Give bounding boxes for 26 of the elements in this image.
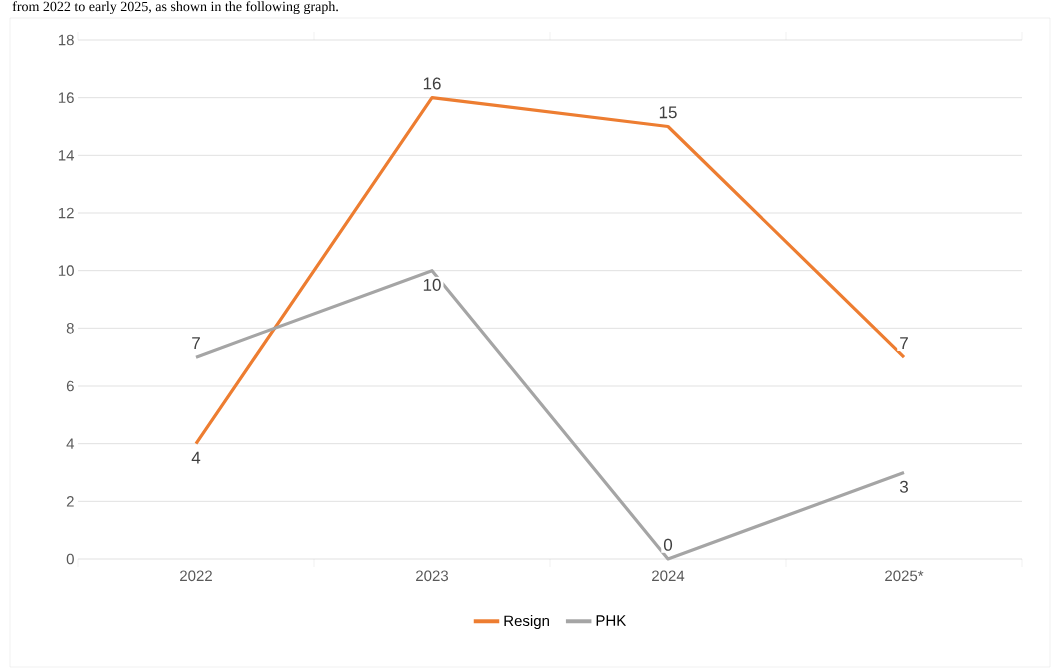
y-tick-label: 4 xyxy=(66,438,75,449)
line-series xyxy=(194,96,906,446)
data-label: 16 xyxy=(423,77,441,90)
data-label: 15 xyxy=(659,106,677,119)
y-tick-label: 14 xyxy=(58,150,75,161)
data-label: 7 xyxy=(192,337,200,349)
x-tick-label: 2022 xyxy=(180,570,212,582)
legend-label: Resign xyxy=(504,615,549,630)
y-tick-label: 6 xyxy=(66,380,74,392)
y-tick-label: 12 xyxy=(58,207,74,219)
data-label: 10 xyxy=(423,278,441,291)
text: from 2022 to early 2025, as shown in the following graph. xyxy=(12,1,338,15)
legend-label: PHK xyxy=(596,615,627,626)
y-tick-label: 10 xyxy=(58,265,74,276)
y-tick-label: 2 xyxy=(66,496,74,507)
y-tick-label: 0 xyxy=(66,553,74,565)
data-label: 4 xyxy=(191,451,201,464)
x-tick-label: 2025* xyxy=(885,570,924,582)
data-label: 7 xyxy=(900,337,908,349)
x-tick-label: 2023 xyxy=(416,570,449,582)
y-tick-label: 18 xyxy=(58,34,74,46)
data-label: 0 xyxy=(663,538,673,551)
y-tick-label: 8 xyxy=(66,323,74,334)
data-label: 3 xyxy=(899,480,908,493)
y-tick-label: 16 xyxy=(58,92,74,103)
x-tick-label: 2024 xyxy=(652,570,685,582)
